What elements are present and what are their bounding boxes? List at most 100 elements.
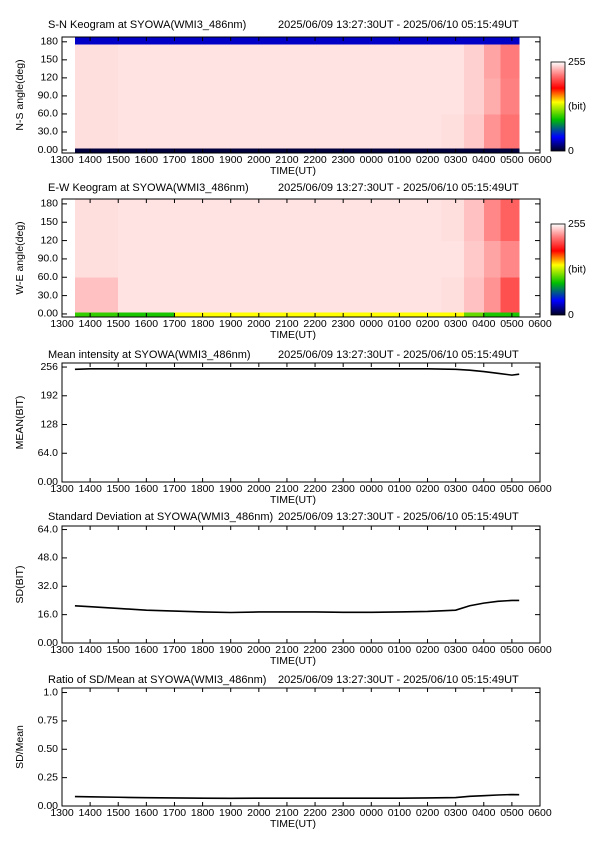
- colorbar: [550, 223, 566, 316]
- heatmap-cell: [174, 277, 232, 313]
- x-axis-label: TIME(UT): [270, 655, 316, 667]
- y-tick-label: 30.0: [38, 126, 59, 138]
- y-tick-label: 256: [40, 361, 58, 373]
- y-tick-label: 0.00: [38, 800, 59, 812]
- heatmap-cell: [118, 240, 175, 278]
- y-tick-label: 16.0: [38, 608, 59, 620]
- heatmap-cell: [286, 44, 344, 79]
- heatmap-cell: [230, 277, 288, 313]
- heatmap-cell: [500, 148, 520, 154]
- heatmap-cell: [174, 44, 232, 79]
- x-tick-label: 1900: [219, 483, 243, 495]
- y-axis-label: SD/Mean: [14, 725, 26, 769]
- heatmap-cell: [464, 277, 485, 313]
- heatmap-cell: [74, 77, 119, 115]
- x-tick-label: 1700: [163, 644, 187, 656]
- colorbar-tick-label: 0: [568, 309, 574, 321]
- y-tick-label: 0.00: [38, 637, 59, 649]
- x-tick-label: 2100: [275, 154, 299, 166]
- y-tick-label: 48.0: [38, 552, 59, 564]
- x-tick-label: 2000: [247, 154, 271, 166]
- y-tick-label: 64.0: [38, 447, 59, 459]
- x-tick-label: 0200: [416, 154, 440, 166]
- heatmap-cell: [441, 312, 465, 318]
- x-tick-label: 0100: [388, 807, 412, 819]
- x-tick-label: 1400: [78, 318, 102, 330]
- x-tick-label: 0000: [360, 483, 384, 495]
- heatmap-cell: [230, 44, 288, 79]
- heatmap-cell: [343, 277, 400, 313]
- x-tick-label: 1900: [219, 807, 243, 819]
- chart-title: Standard Deviation at SYOWA(WMI3_486nm): [48, 511, 273, 523]
- x-tick-label: 0300: [444, 318, 468, 330]
- heatmap-cell: [286, 240, 344, 278]
- y-tick-label: 120: [40, 72, 58, 84]
- x-tick-label: 1900: [219, 154, 243, 166]
- heatmap-cell: [441, 44, 465, 79]
- x-tick-label: 1800: [191, 318, 215, 330]
- x-tick-label: 1800: [191, 154, 215, 166]
- x-tick-label: 0600: [528, 483, 552, 495]
- y-axis-label: SD(BIT): [14, 566, 26, 604]
- x-tick-label: 1900: [219, 318, 243, 330]
- heatmap-cell: [286, 277, 344, 313]
- x-tick-label: 2000: [247, 483, 271, 495]
- heatmap-cell: [500, 113, 520, 149]
- x-tick-label: 1300: [50, 483, 74, 495]
- heatmap-cell: [483, 77, 502, 115]
- heatmap-cell: [464, 113, 485, 149]
- y-tick-label: 120: [40, 234, 58, 246]
- x-tick-label: 0600: [528, 644, 552, 656]
- heatmap-cell: [483, 312, 502, 318]
- x-tick-label: 2200: [303, 807, 327, 819]
- heatmap-cell: [74, 113, 119, 149]
- y-tick-label: 150: [40, 216, 58, 228]
- x-tick-label: 0100: [388, 318, 412, 330]
- heatmap-cell: [118, 113, 175, 149]
- x-tick-label: 2200: [303, 154, 327, 166]
- y-tick-label: 60.0: [38, 271, 59, 283]
- plot-frame: [61, 362, 541, 483]
- heatmap-cell: [500, 240, 520, 278]
- x-tick-label: 2100: [275, 807, 299, 819]
- heatmap-cell: [74, 148, 119, 154]
- x-tick-label: 2300: [331, 154, 355, 166]
- heatmap-cell: [441, 148, 465, 154]
- y-tick-label: 0.25: [38, 771, 59, 783]
- heatmap-cell: [483, 44, 502, 79]
- x-tick-label: 1600: [135, 483, 159, 495]
- heatmap-cell: [441, 77, 465, 115]
- line-series: [74, 599, 520, 614]
- chart-subtitle: 2025/06/09 13:27:30UT - 2025/06/10 05:15…: [278, 19, 519, 31]
- heatmap-cell: [483, 148, 502, 154]
- heatmap-cell: [230, 199, 288, 241]
- plot-frame: [61, 525, 541, 644]
- x-tick-label: 1900: [219, 644, 243, 656]
- plot-frame: [61, 36, 541, 154]
- x-tick-label: 1400: [78, 154, 102, 166]
- x-tick-label: 0400: [472, 483, 496, 495]
- heatmap-cell: [500, 312, 520, 318]
- y-tick-label: 1.0: [43, 686, 58, 698]
- heatmap-cell: [74, 240, 119, 278]
- x-axis-label: TIME(UT): [270, 165, 316, 177]
- heatmap-cell: [118, 199, 175, 241]
- x-tick-label: 1600: [135, 644, 159, 656]
- heatmap-cell: [343, 44, 400, 79]
- x-tick-label: 0600: [528, 154, 552, 166]
- heatmap-cell: [286, 199, 344, 241]
- chart-subtitle: 2025/06/09 13:27:30UT - 2025/06/10 05:15…: [278, 349, 519, 361]
- x-tick-label: 0300: [444, 154, 468, 166]
- heatmap-cell: [174, 240, 232, 278]
- x-tick-label: 1400: [78, 644, 102, 656]
- y-tick-label: 192: [40, 390, 58, 402]
- y-tick-label: 0.00: [38, 308, 59, 320]
- y-tick-label: 64.0: [38, 523, 59, 535]
- x-tick-label: 0400: [472, 644, 496, 656]
- heatmap-cell: [399, 44, 442, 79]
- y-tick-label: 0.75: [38, 715, 59, 727]
- x-tick-label: 2100: [275, 644, 299, 656]
- chart-title: Mean intensity at SYOWA(WMI3_486nm): [48, 349, 251, 361]
- y-tick-label: 150: [40, 54, 58, 66]
- plot-frame: [61, 198, 541, 318]
